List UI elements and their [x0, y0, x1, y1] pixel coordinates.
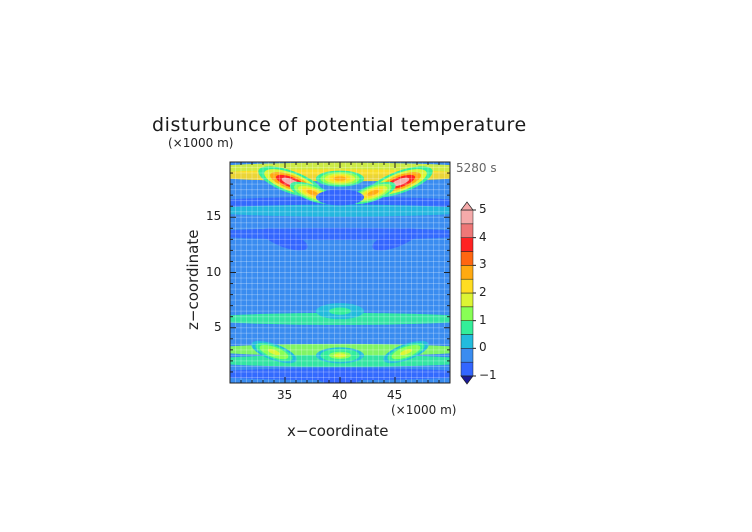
contour-band	[230, 204, 450, 217]
colorbar-swatch	[460, 292, 474, 308]
colorbar-swatch	[460, 209, 474, 225]
x-tick-label: 35	[277, 388, 293, 402]
colorbar-tick-label: 5	[479, 202, 487, 216]
contour-feature	[399, 349, 413, 356]
colorbar-swatch	[460, 306, 474, 321]
contour-feature	[316, 189, 364, 206]
chart-title: disturbunce of potential temperature	[152, 114, 527, 136]
colorbar-tick-label: −1	[479, 368, 497, 382]
colorbar-swatch	[460, 223, 474, 238]
x-tick-label: 45	[387, 388, 403, 402]
z-axis-label: z−coordinate	[184, 229, 202, 330]
colorbar-tick-label: 3	[479, 257, 487, 272]
contour-feature	[366, 189, 380, 196]
contour-band	[230, 332, 450, 345]
x-axis-ticks	[240, 162, 451, 383]
z-tick-label: 5	[214, 319, 222, 334]
x-axis-unit: (×1000 m)	[391, 403, 457, 417]
contour-band	[230, 255, 450, 268]
colorbar-swatch	[460, 361, 474, 377]
contour-band	[230, 288, 450, 301]
colorbar-tick-label: 2	[479, 285, 487, 299]
colorbar-swatch	[460, 334, 474, 349]
contour-feature	[267, 349, 281, 356]
contour-feature	[391, 177, 410, 187]
colorbar-swatch	[460, 265, 474, 280]
z-axis-ticks	[230, 161, 450, 373]
x-axis-label: x−coordinate	[287, 422, 389, 440]
z-tick-label: 10	[206, 264, 222, 279]
contour-feature	[306, 189, 319, 196]
colorbar	[460, 201, 476, 385]
contour-feature	[372, 228, 418, 251]
colorbar-tick-label: 1	[479, 312, 487, 327]
colorbar-extend-max	[460, 201, 474, 211]
colorbar-swatch	[460, 348, 474, 363]
colorbar-swatch	[460, 251, 474, 266]
contour-feature	[316, 368, 364, 383]
colorbar-swatch	[460, 320, 474, 335]
colorbar-swatch	[460, 278, 474, 294]
grid-lines	[230, 162, 450, 383]
time-label: 5280 s	[456, 161, 497, 175]
colorbar-tick-label: 4	[479, 229, 487, 244]
z-tick-label: 15	[206, 209, 222, 224]
colorbar-swatch	[460, 237, 474, 252]
colorbar-extend-min	[460, 375, 474, 385]
x-tick-label: 40	[332, 388, 348, 402]
colorbar-tick-label: 0	[479, 340, 487, 355]
contour-feature	[333, 308, 347, 314]
z-axis-unit: (×1000 m)	[168, 136, 234, 150]
contour-feature	[262, 228, 308, 251]
contour-feature	[333, 176, 347, 181]
contour-feature	[333, 353, 347, 358]
